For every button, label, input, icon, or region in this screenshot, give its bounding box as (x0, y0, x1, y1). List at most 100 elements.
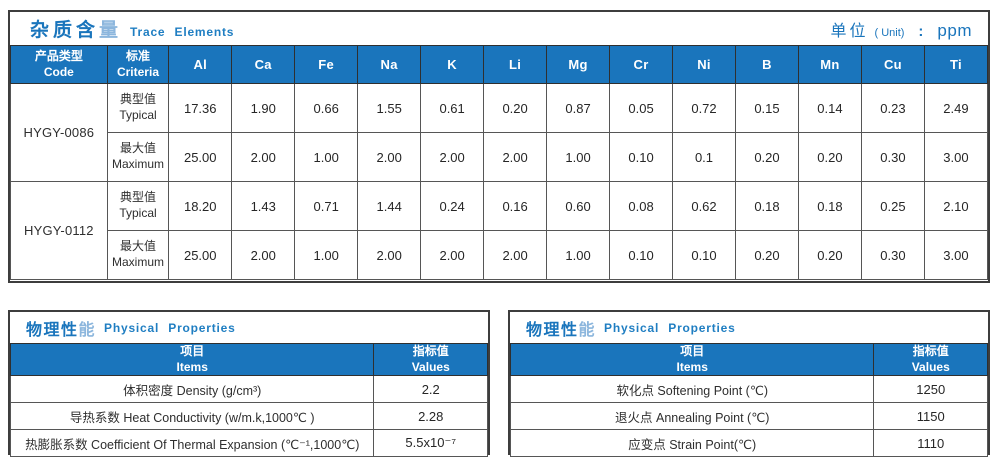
code-header-cell: 产品类型 Code (10, 45, 108, 84)
element-value-cell: 0.72 (672, 83, 736, 133)
label-en: Maximum (111, 255, 164, 269)
criteria-cell: 典型值 Typical (106, 83, 170, 133)
physical-properties-table-left: 项目 Items 指标值 Values 体积密度 Density (g/cm³) 2.2 导… (9, 342, 488, 458)
property-value-cell: 2.2 (373, 375, 488, 404)
phys-header-row: 项目 Items 指标值 Values (509, 342, 988, 377)
element-value-cell: 0.66 (294, 83, 359, 133)
property-item-cell: 导热系数 Heat Conductivity (w/m.k,1000℃ ) (9, 402, 375, 431)
element-value-cell: 1.43 (231, 181, 296, 231)
items-header-cell: 项目 Items (509, 342, 875, 377)
label-en: Typical (119, 206, 157, 220)
criteria-cell: 典型值 Typical (106, 181, 170, 231)
label-zh: 典型值 (119, 92, 156, 107)
element-value-cell: 2.00 (231, 132, 296, 182)
element-header-cell: Na (357, 45, 422, 84)
property-value-cell: 1110 (873, 429, 988, 458)
unit-label: 单位 ( Unit) : ppm (830, 17, 972, 41)
values-header-cell: 指标值 Values (873, 342, 988, 377)
property-item-cell: 热膨胀系数 Coefficient Of Thermal Expansion (… (9, 429, 375, 458)
element-value-cell: 0.30 (860, 132, 925, 182)
criteria-cell: 最大值 Maximum (106, 132, 170, 182)
element-value-cell: 0.10 (609, 132, 674, 182)
property-value-cell: 1250 (873, 375, 988, 404)
items-header-cell: 项目 Items (9, 342, 375, 377)
element-value-cell: 0.24 (420, 181, 485, 231)
label-zh: 指标值 (412, 344, 449, 358)
label-en: Values (911, 359, 950, 374)
element-value-cell: 2.00 (483, 132, 548, 182)
label-en: Values (411, 359, 450, 374)
element-value-cell: 0.25 (860, 181, 925, 231)
title-main-chars: 物理性 (26, 321, 79, 339)
element-value-cell: 1.44 (357, 181, 422, 231)
label-en: Typical (119, 108, 157, 122)
phys-data-row: 体积密度 Density (g/cm³) 2.2 (9, 375, 488, 404)
trace-header-row: 产品类型 Code 标准 Criteria Al Ca Fe Na K Li Mg Cr Ni B Mn Cu… (10, 45, 989, 84)
title-last-char: 能 (78, 321, 97, 339)
property-value-cell: 2.28 (373, 402, 488, 431)
physical-right-title-zh: 物理性能 (526, 316, 596, 340)
physical-properties-panel-right: 物理性能 Physical Properties 项目 Items 指标值 Value… (508, 310, 990, 458)
element-value-cell: 0.08 (609, 181, 674, 231)
label-zh: 标准 (125, 48, 150, 63)
element-value-cell: 0.20 (734, 230, 799, 280)
element-header-cell: Ni (672, 45, 736, 84)
product-code-cell: HYGY-0086 (10, 83, 108, 182)
element-header-cell: Ca (231, 45, 296, 84)
element-value-cell: 0.20 (797, 230, 862, 280)
label-zh: 项目 (680, 344, 705, 358)
label-zh: 产品类型 (34, 48, 83, 63)
element-header-cell: Fe (294, 45, 359, 84)
element-value-cell: 0.62 (672, 181, 736, 231)
element-value-cell: 17.36 (168, 83, 233, 133)
element-value-cell: 2.10 (923, 181, 989, 231)
element-value-cell: 0.05 (609, 83, 674, 133)
element-value-cell: 3.00 (923, 132, 989, 182)
element-value-cell: 2.00 (357, 230, 422, 280)
label-zh: 指标值 (912, 344, 949, 358)
phys-header-row: 项目 Items 指标值 Values (9, 342, 488, 377)
physical-left-titlebar: 物理性能 Physical Properties (10, 312, 488, 343)
trace-title-en: Trace Elements (130, 25, 235, 39)
property-value-cell: 1150 (873, 402, 988, 431)
element-value-cell: 0.15 (734, 83, 799, 133)
physical-left-title-zh: 物理性能 (26, 316, 96, 340)
physical-properties-table-right: 项目 Items 指标值 Values 软化点 Softening Point (℃) 1… (509, 342, 988, 458)
label-en: Code (43, 64, 74, 79)
trace-data-row: HYGY-0112 典型值 Typical 18.20 1.43 0.71 1.44 0.24… (10, 181, 989, 280)
label-en: Items (176, 359, 208, 374)
element-header-cell: K (420, 45, 485, 84)
element-value-cell: 2.00 (420, 230, 485, 280)
element-header-cell: Mn (797, 45, 862, 84)
element-value-cell: 0.61 (420, 83, 485, 133)
element-value-cell: 1.00 (294, 230, 359, 280)
title-main-chars: 物理性 (526, 321, 579, 339)
property-value-cell: 5.5x10⁻⁷ (373, 429, 488, 458)
element-header-cell: Li (483, 45, 548, 84)
element-header-cell: Mg (546, 45, 611, 84)
criteria-header-cell: 标准 Criteria (106, 45, 170, 84)
element-value-cell: 25.00 (168, 230, 233, 280)
physical-right-titlebar: 物理性能 Physical Properties (510, 312, 988, 343)
element-value-cell: 2.00 (231, 230, 296, 280)
property-item-cell: 软化点 Softening Point (℃) (509, 375, 875, 404)
label-en: Items (676, 359, 708, 374)
element-header-cell: Cu (860, 45, 925, 84)
trace-data-row: HYGY-0086 典型值 Typical 17.36 1.90 0.66 1.55 0.61… (10, 83, 989, 182)
label-zh: 最大值 (119, 239, 156, 254)
trace-title-zh: 杂质含量 (30, 15, 122, 42)
phys-data-row: 应变点 Strain Point(℃) 1110 (509, 429, 988, 458)
element-value-cell: 1.90 (231, 83, 296, 133)
title-last-char: 量 (99, 20, 123, 41)
element-value-cell: 18.20 (168, 181, 233, 231)
phys-data-row: 热膨胀系数 Coefficient Of Thermal Expansion (… (9, 429, 488, 458)
element-value-cell: 0.60 (546, 181, 611, 231)
element-header-cell: Cr (609, 45, 674, 84)
element-value-cell: 0.1 (672, 132, 736, 182)
label-zh: 项目 (180, 344, 205, 358)
property-item-cell: 退火点 Annealing Point (℃) (509, 402, 875, 431)
physical-right-title-en: Physical Properties (604, 320, 736, 335)
element-value-cell: 2.00 (483, 230, 548, 280)
physical-left-title-en: Physical Properties (104, 320, 236, 335)
phys-data-row: 退火点 Annealing Point (℃) 1150 (509, 402, 988, 431)
